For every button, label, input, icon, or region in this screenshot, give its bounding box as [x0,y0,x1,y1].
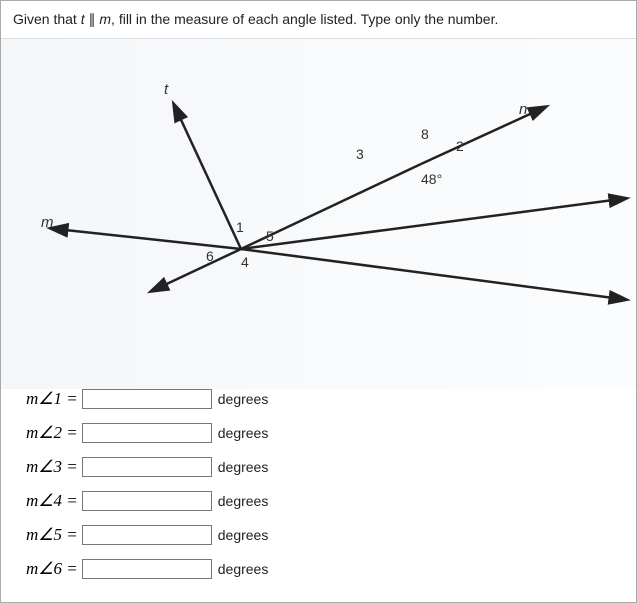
answer-unit-4: degrees [218,493,269,509]
instr-var2: m [99,11,111,27]
answer-unit-6: degrees [218,561,269,577]
label-t: t [164,81,169,98]
answer-label-5: m∠5 = [26,525,78,545]
answer-input-4[interactable] [82,491,212,511]
answer-row: m∠4 = degrees [26,491,611,511]
answer-input-1[interactable] [82,389,212,409]
answer-input-6[interactable] [82,559,212,579]
answer-row: m∠3 = degrees [26,457,611,477]
answer-label-3: m∠3 = [26,457,78,477]
line-t-right-ext [241,199,621,249]
label-m: m [41,214,54,231]
instr-prefix: Given that [13,11,81,27]
angle-4: 4 [241,254,249,270]
answer-row: m∠1 = degrees [26,389,611,409]
worksheet-container: Given that t ∥ m, fill in the measure of… [0,0,637,603]
answers-section: m∠1 = degrees m∠2 = degrees m∠3 = degree… [1,389,636,579]
answer-input-2[interactable] [82,423,212,443]
angle-2: 2 [456,138,464,154]
instr-parallel: ∥ [85,11,100,27]
angle-8: 8 [421,126,429,142]
answer-label-6: m∠6 = [26,559,78,579]
answer-row: m∠5 = degrees [26,525,611,545]
answer-label-2: m∠2 = [26,423,78,443]
geometry-diagram: t m n 1 5 4 6 8 2 3 48° [1,39,636,389]
angle-48: 48° [421,171,442,187]
angle-6: 6 [206,248,214,264]
answer-unit-1: degrees [218,391,269,407]
answer-row: m∠6 = degrees [26,559,611,579]
line-m-right [241,249,621,299]
instr-suffix: , fill in the measure of each angle list… [111,11,498,27]
instruction-text: Given that t ∥ m, fill in the measure of… [1,1,636,39]
line-m-left [56,229,241,249]
line-n-down [156,249,241,289]
answer-input-5[interactable] [82,525,212,545]
answer-input-3[interactable] [82,457,212,477]
answer-unit-2: degrees [218,425,269,441]
angle-1: 1 [236,219,244,235]
diagram-svg: t m n 1 5 4 6 8 2 3 48° [1,39,637,389]
angle-3: 3 [356,146,364,162]
line-t-left [176,109,241,249]
answer-row: m∠2 = degrees [26,423,611,443]
answer-label-4: m∠4 = [26,491,78,511]
angle-5: 5 [266,228,274,244]
answer-unit-3: degrees [218,459,269,475]
label-n: n [519,101,527,118]
answer-label-1: m∠1 = [26,389,78,409]
answer-unit-5: degrees [218,527,269,543]
